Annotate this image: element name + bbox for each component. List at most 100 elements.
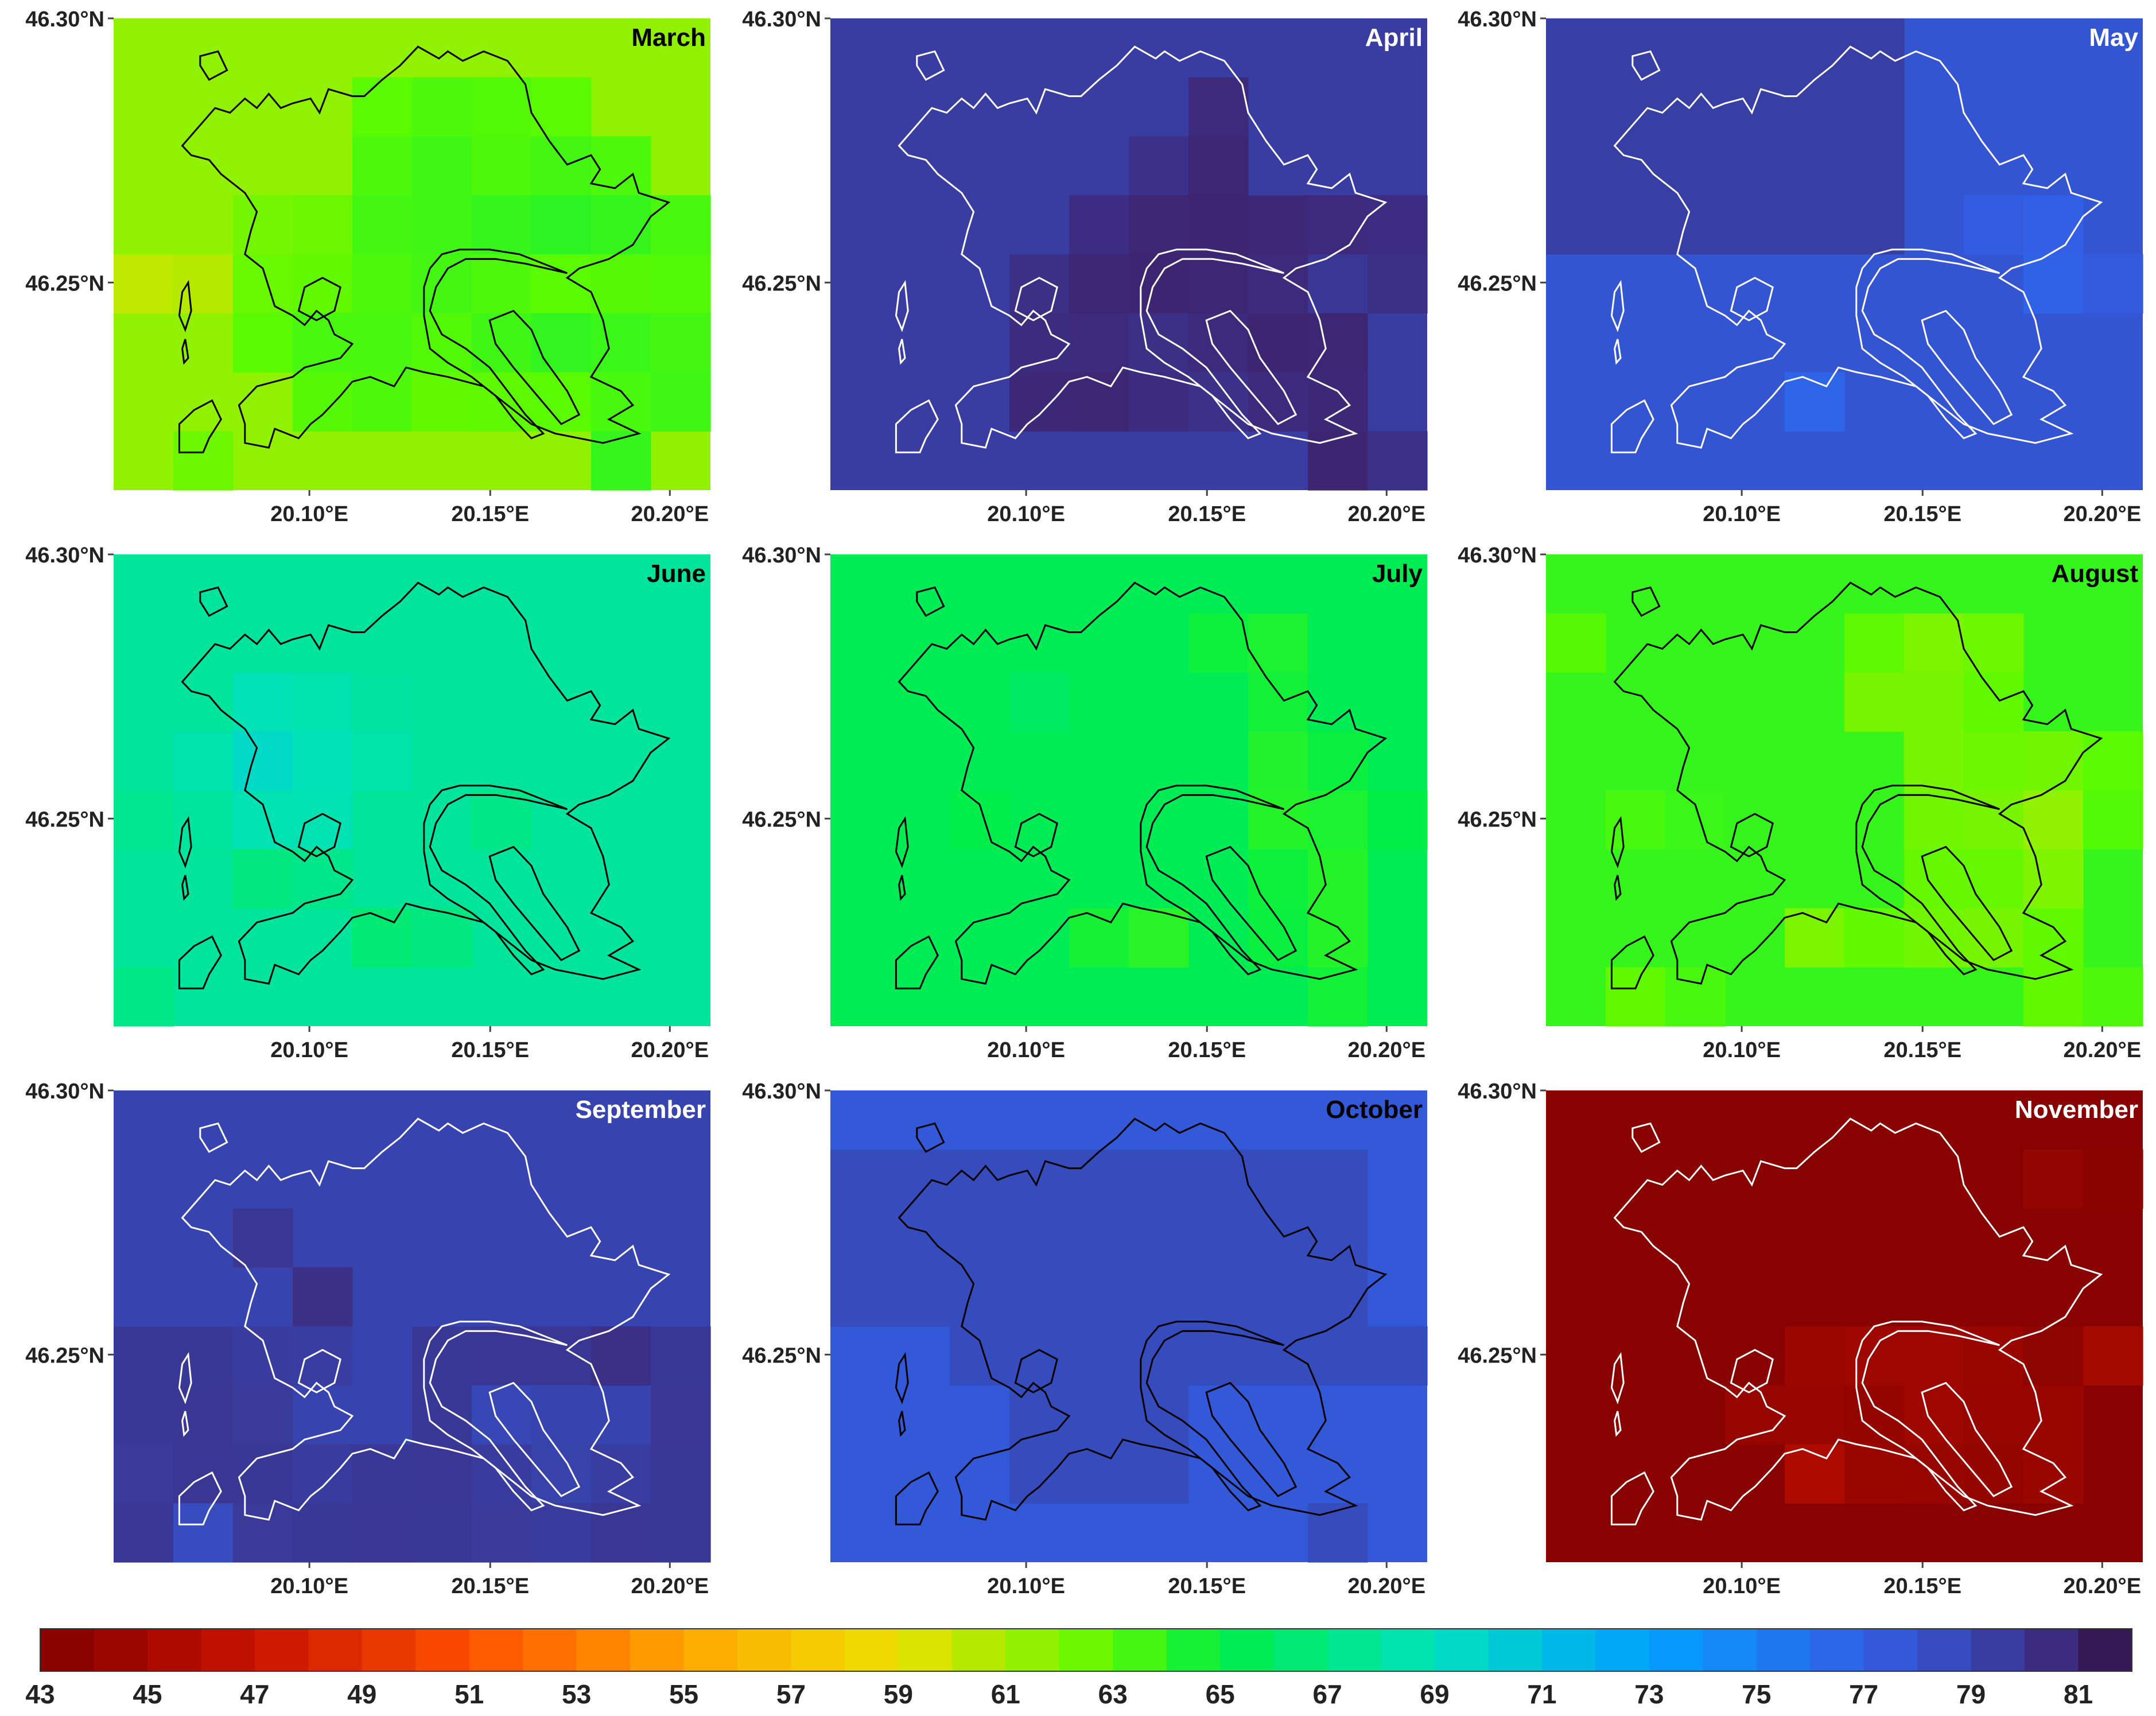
x-tick-label: 20.10°E (270, 1038, 348, 1062)
grid-cell (1665, 195, 1726, 255)
grid-cell (1248, 731, 1308, 791)
colorbar-segment (737, 1629, 792, 1671)
colorbar-segment (1541, 1629, 1596, 1671)
grid-cell (1785, 136, 1845, 196)
grid-cell (1069, 1267, 1129, 1327)
colorbar-segment (94, 1629, 148, 1671)
grid-cell (1009, 672, 1070, 732)
grid-cell (1069, 313, 1129, 373)
panel-title: June (647, 560, 706, 588)
grid-cell (114, 1444, 174, 1504)
grid-cell (1606, 77, 1666, 137)
grid-cell (173, 431, 234, 491)
grid-cell (412, 1326, 472, 1386)
panel-title: November (2015, 1096, 2138, 1124)
grid-cell (1606, 967, 1666, 1027)
colorbar-segment (1703, 1629, 1757, 1671)
colorbar-tick-label: 73 (1634, 1679, 1664, 1709)
grid-cell (114, 1326, 174, 1386)
y-tick-label: 46.25°N (25, 1344, 104, 1368)
grid-cell (1248, 908, 1308, 968)
colorbar-segment (40, 1629, 95, 1671)
colorbar-tick-label: 71 (1527, 1679, 1556, 1709)
y-tick-label: 46.30°N (25, 1080, 104, 1104)
x-tick-label: 20.10°E (987, 1038, 1065, 1062)
y-tick-label: 46.25°N (1458, 807, 1537, 832)
map-panel-july: July 20.10°E 20.15°E 20.20°E 46.30°N 46.25°N (742, 543, 1428, 1062)
grid-cell (1308, 1503, 1368, 1563)
colorbar-segment (844, 1629, 899, 1671)
grid-cell (591, 1326, 651, 1386)
map-panel-september: September 20.10°E 20.15°E 20.20°E 46.30°N 46.… (25, 1080, 711, 1598)
grid-cell (1129, 1267, 1189, 1327)
grid-cell (531, 136, 592, 196)
colorbar-segment (1327, 1629, 1382, 1671)
grid-cell (1129, 136, 1189, 196)
grid-cell (1844, 1385, 1905, 1445)
x-tick-label: 20.15°E (1883, 1038, 1961, 1062)
lake-outline (488, 309, 581, 425)
grid-cell (1129, 254, 1189, 314)
grid-cell (1844, 908, 1905, 968)
boundary-fragment (916, 50, 945, 81)
grid-cell (1188, 372, 1249, 432)
colorbar-segment (1435, 1629, 1489, 1671)
colorbar-segment (630, 1629, 685, 1671)
grid-cell (352, 77, 413, 137)
grid-cell (1785, 1385, 1845, 1445)
grid-cell (1009, 1149, 1070, 1209)
grid-cell (1368, 1326, 1428, 1386)
x-tick-label: 20.20°E (631, 1038, 709, 1062)
grid-cell (1844, 77, 1905, 137)
grid-cell (1188, 1149, 1249, 1209)
inlet-outline (1014, 1349, 1058, 1393)
grid-cell (2023, 1326, 2084, 1386)
grid-cell (531, 313, 592, 373)
grid-cell (950, 1267, 1010, 1327)
grid-cell (1546, 613, 1606, 673)
grid-cell (412, 1385, 472, 1445)
grid-cell (1188, 1267, 1249, 1327)
grid-cell (1308, 1208, 1368, 1268)
boundary-fragment (1610, 935, 1654, 989)
boundary-fragment (1610, 1471, 1654, 1525)
grid-cell (472, 77, 532, 137)
grid-cell (950, 1326, 1010, 1386)
grid-cell (950, 1208, 1010, 1268)
grid-cell (1844, 672, 1905, 732)
grid-cell (1665, 18, 1726, 78)
colorbar-segment (791, 1629, 845, 1671)
lake-outline (1205, 309, 1298, 425)
x-tick-label: 20.20°E (2063, 502, 2141, 526)
colorbar-segment (1488, 1629, 1543, 1671)
x-tick-label: 20.15°E (451, 1574, 529, 1598)
panel-title: September (576, 1096, 706, 1124)
x-tick-label: 20.10°E (987, 1574, 1065, 1598)
boundary-fragment (199, 1122, 228, 1153)
grid-cell (1308, 790, 1368, 850)
grid-cell (293, 195, 353, 255)
grid-cell (830, 1267, 891, 1327)
panel-title: October (1326, 1096, 1423, 1124)
grid-cell (1904, 1444, 1964, 1504)
grid-cell (412, 136, 472, 196)
grid-cell (1606, 18, 1666, 78)
colorbar-segment (147, 1629, 202, 1671)
grid-cell (1069, 1326, 1129, 1386)
grid-cell (1248, 613, 1308, 673)
inlet-outline (1730, 277, 1774, 321)
grid-cell (472, 254, 532, 314)
grid-cell (2083, 967, 2143, 1027)
colorbar-segment (1005, 1629, 1060, 1671)
grid-cell (531, 254, 592, 314)
grid-cell (293, 1326, 353, 1386)
boundary-fragment (1631, 1122, 1661, 1153)
colorbar-segment (308, 1629, 363, 1671)
grid-cell (114, 1385, 174, 1445)
boundary-fragment (895, 1352, 909, 1404)
grid-cell (1069, 195, 1129, 255)
grid-cell (1248, 195, 1308, 255)
city-boundary (1613, 45, 2103, 449)
map-panel-august: August 20.10°E 20.15°E 20.20°E 46.30°N 46.25°… (1458, 543, 2143, 1062)
y-tick-label: 46.30°N (25, 543, 104, 568)
